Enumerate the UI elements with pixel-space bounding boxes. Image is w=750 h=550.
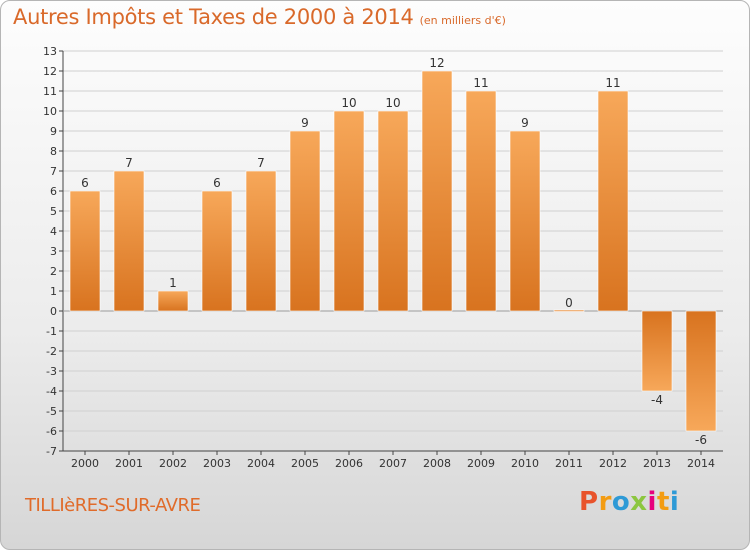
bar-2010 [509,130,541,312]
data-label-2009: 11 [473,76,488,90]
bar-2012 [597,90,629,312]
y-tick-label: 6 [50,185,57,198]
data-label-2012: 11 [605,76,620,90]
x-tick-label-2006: 2006 [335,457,363,470]
y-tick-label: 13 [43,45,57,58]
logo-letter: r [598,487,612,517]
y-tick-label: -1 [46,325,57,338]
data-label-2003: 6 [213,176,221,190]
data-label-2006: 10 [341,96,356,110]
data-label-2005: 9 [301,116,309,130]
x-tick-label-2005: 2005 [291,457,319,470]
x-tick-label-2009: 2009 [467,457,495,470]
data-label-2001: 7 [125,156,133,170]
x-tick-label-2000: 2000 [71,457,99,470]
x-tick-label-2010: 2010 [511,457,539,470]
x-tick-label-2003: 2003 [203,457,231,470]
logo-letter: i [647,487,657,517]
y-tick-label: 8 [50,145,57,158]
y-tick-label: -6 [46,425,57,438]
y-tick-label: 4 [50,225,57,238]
bar-2000 [69,190,101,312]
y-tick-label: 0 [50,305,57,318]
y-tick-label: 1 [50,285,57,298]
y-tick-label: 9 [50,125,57,138]
proxiti-logo: Proxiti [579,487,679,517]
y-tick-label: -7 [46,445,57,458]
bar-2008 [421,70,453,312]
logo-letter: o [611,487,631,517]
chart-subtitle: (en milliers d'€) [419,14,506,27]
x-tick-label-2014: 2014 [687,457,715,470]
data-label-2014: -6 [695,433,707,447]
logo-letter: i [669,487,680,517]
y-tick-label: 3 [50,245,57,258]
bar-2004 [245,170,277,312]
x-tick-label-2007: 2007 [379,457,407,470]
bar-2007 [377,110,409,312]
chart-title: Autres Impôts et Taxes de 2000 à 2014 (en… [13,5,506,29]
bar-2006 [333,110,365,312]
data-label-2002: 1 [169,276,177,290]
y-tick-label: -3 [46,365,57,378]
y-tick-label: -2 [46,345,57,358]
x-tick-label-2013: 2013 [643,457,671,470]
y-tick-label: 7 [50,165,57,178]
data-label-2000: 6 [81,176,89,190]
logo-letter: t [656,487,670,517]
bar-2001 [113,170,145,312]
x-tick-label-2011: 2011 [555,457,583,470]
logo-letter: P [579,487,599,517]
bar-2011 [553,309,585,312]
bar-2009 [465,90,497,312]
bar-2005 [289,130,321,312]
bar-2003 [201,190,233,312]
data-label-2010: 9 [521,116,529,130]
y-tick-label: 11 [43,85,57,98]
x-tick-label-2012: 2012 [599,457,627,470]
x-tick-label-2001: 2001 [115,457,143,470]
bar-2014 [685,310,717,432]
data-label-2004: 7 [257,156,265,170]
logo-letter: x [630,487,648,517]
chart-title-text: Autres Impôts et Taxes de 2000 à 2014 [13,5,414,29]
x-tick-label-2002: 2002 [159,457,187,470]
bar-2013 [641,310,673,392]
x-tick-label-2004: 2004 [247,457,275,470]
y-tick-label: 2 [50,265,57,278]
y-tick-label: -5 [46,405,57,418]
y-tick-label: 10 [43,105,57,118]
x-tick-label-2008: 2008 [423,457,451,470]
data-label-2011: 0 [565,296,573,310]
data-label-2007: 10 [385,96,400,110]
y-tick-label: 12 [43,65,57,78]
data-label-2008: 12 [429,56,444,70]
y-tick-label: 5 [50,205,57,218]
bar-2002 [157,290,189,312]
y-tick-label: -4 [46,385,57,398]
data-label-2013: -4 [651,393,663,407]
place-name: TILLIèRES-SUR-AVRE [25,495,201,516]
